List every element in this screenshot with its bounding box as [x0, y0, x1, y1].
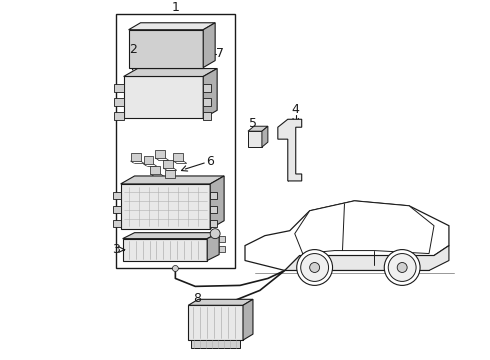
Circle shape [388, 253, 416, 282]
Polygon shape [188, 299, 253, 305]
Polygon shape [114, 85, 123, 93]
Polygon shape [164, 160, 173, 168]
Circle shape [397, 262, 407, 273]
Polygon shape [262, 126, 268, 147]
Text: 5: 5 [249, 117, 257, 130]
Polygon shape [203, 85, 211, 93]
Polygon shape [243, 299, 253, 340]
Text: 2: 2 [129, 43, 137, 56]
Polygon shape [219, 236, 225, 242]
Polygon shape [191, 340, 240, 348]
Polygon shape [295, 201, 434, 253]
Polygon shape [188, 305, 243, 340]
Polygon shape [219, 246, 225, 252]
Polygon shape [123, 76, 203, 118]
Circle shape [384, 249, 420, 285]
Polygon shape [128, 30, 203, 68]
Polygon shape [248, 131, 262, 147]
Polygon shape [203, 112, 211, 120]
Polygon shape [173, 153, 183, 161]
Polygon shape [122, 233, 219, 239]
Polygon shape [210, 220, 217, 227]
Polygon shape [114, 112, 123, 120]
Polygon shape [245, 201, 449, 270]
Polygon shape [128, 23, 215, 30]
Polygon shape [203, 98, 211, 106]
Polygon shape [203, 68, 217, 118]
Polygon shape [113, 220, 121, 227]
Polygon shape [155, 150, 166, 158]
Polygon shape [121, 176, 224, 184]
Polygon shape [113, 192, 121, 199]
Polygon shape [210, 192, 217, 199]
Bar [116, 14, 235, 269]
Circle shape [172, 265, 178, 271]
Text: 6: 6 [206, 154, 214, 167]
Circle shape [301, 253, 329, 282]
Polygon shape [278, 119, 302, 181]
Polygon shape [131, 153, 141, 161]
Polygon shape [203, 23, 215, 68]
Circle shape [297, 249, 333, 285]
Polygon shape [285, 246, 449, 270]
Text: 3: 3 [112, 243, 120, 256]
Polygon shape [150, 166, 160, 174]
Polygon shape [122, 239, 207, 261]
Polygon shape [210, 206, 217, 213]
Polygon shape [166, 170, 175, 178]
Polygon shape [113, 206, 121, 213]
Text: 4: 4 [292, 103, 300, 116]
Polygon shape [207, 233, 219, 261]
Text: 7: 7 [216, 47, 224, 60]
Circle shape [310, 262, 319, 273]
Polygon shape [114, 98, 123, 106]
Circle shape [210, 229, 220, 239]
Polygon shape [121, 184, 210, 229]
Polygon shape [144, 156, 153, 164]
Text: 8: 8 [193, 292, 201, 305]
Polygon shape [248, 126, 268, 131]
Polygon shape [210, 176, 224, 229]
Text: 1: 1 [172, 1, 179, 14]
Polygon shape [123, 68, 217, 76]
